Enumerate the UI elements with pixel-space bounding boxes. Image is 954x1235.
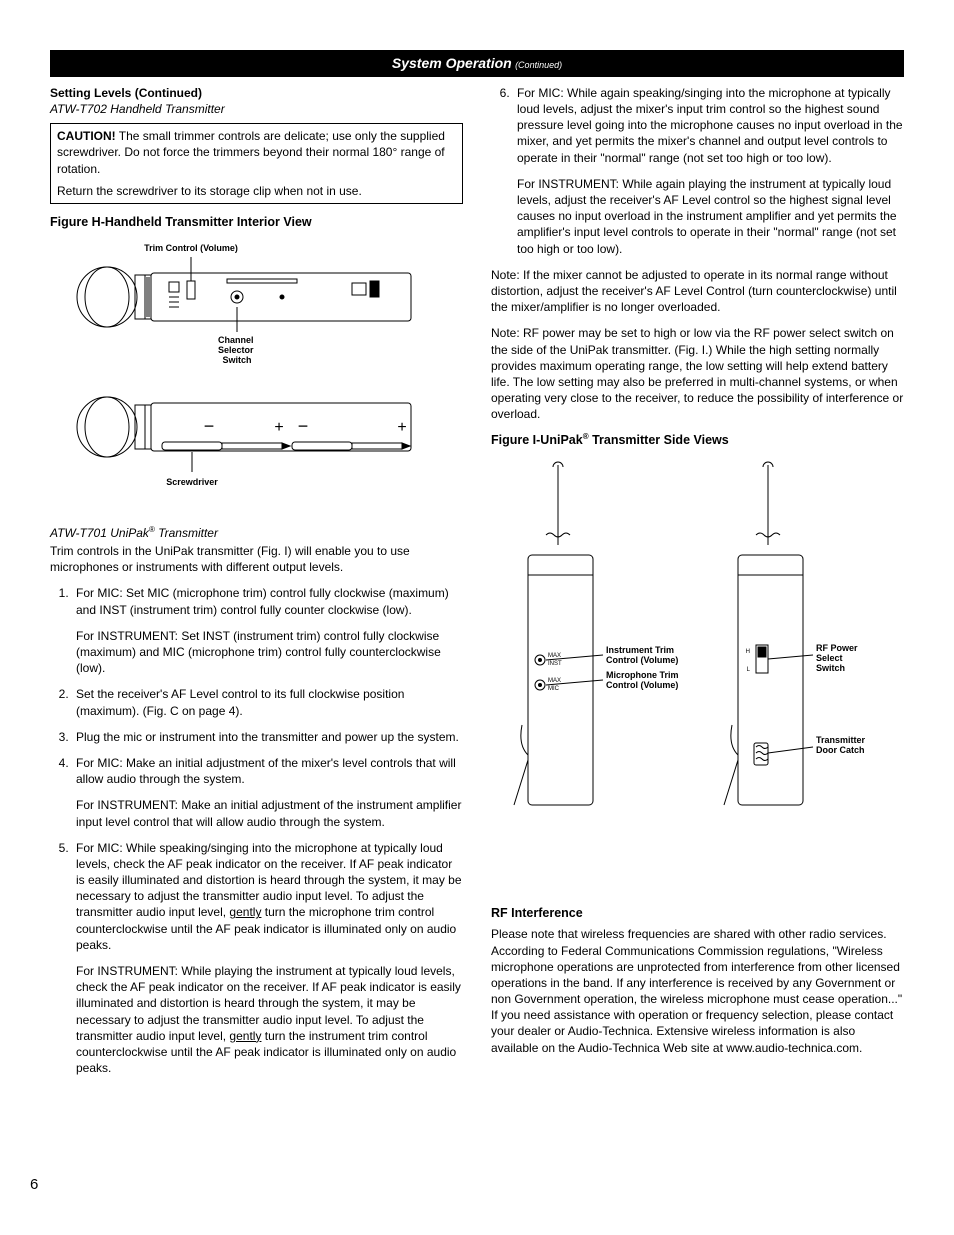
step-text-u: gently xyxy=(229,905,261,919)
note-1: Note: If the mixer cannot be adjusted to… xyxy=(491,267,904,316)
rf-interference-body: Please note that wireless frequencies ar… xyxy=(491,926,904,1056)
svg-text:INST: INST xyxy=(548,661,562,667)
step-3: Plug the mic or instrument into the tran… xyxy=(72,729,463,745)
step-text: For MIC: Make an initial adjustment of t… xyxy=(76,756,456,786)
left-column: Setting Levels (Continued) ATW-T702 Hand… xyxy=(50,85,463,1086)
right-column: For MIC: While again speaking/singing in… xyxy=(491,85,904,1086)
rf-interference-heading: RF Interference xyxy=(491,905,904,922)
svg-text:H: H xyxy=(745,649,749,655)
section-header: System Operation (Continued) xyxy=(50,50,904,77)
unipak-h2-text: Transmitter xyxy=(155,526,218,540)
figure-i: MAX INST MAX MIC Instrument Trim Control… xyxy=(491,455,904,875)
svg-text:−: − xyxy=(297,416,308,436)
svg-text:MAX: MAX xyxy=(548,653,561,659)
caution-box: CAUTION! The small trimmer controls are … xyxy=(50,123,463,204)
step-text: For MIC: Set MIC (microphone trim) contr… xyxy=(76,586,449,616)
step-text: Set the receiver's AF Level control to i… xyxy=(76,687,404,717)
svg-text:MIC: MIC xyxy=(548,686,560,692)
svg-text:L: L xyxy=(746,667,750,673)
step-text-b: For INSTRUMENT: While again playing the … xyxy=(517,176,904,257)
figure-h: Trim Control (Volume) Channel Selector S… xyxy=(50,237,463,507)
step-text: For MIC: While again speaking/singing in… xyxy=(517,86,903,165)
caution-p2: Return the screwdriver to its storage cl… xyxy=(57,183,456,199)
two-column-layout: Setting Levels (Continued) ATW-T702 Hand… xyxy=(50,85,904,1086)
step-text-b: For INSTRUMENT: Set INST (instrument tri… xyxy=(76,628,463,677)
setting-levels-heading: Setting Levels (Continued) ATW-T702 Hand… xyxy=(50,85,463,117)
unipak-h-text: ATW-T701 UniPak xyxy=(50,526,149,540)
subheading-text: ATW-T702 Handheld Transmitter xyxy=(50,102,225,116)
fig-h-screw-label: Screwdriver xyxy=(166,477,218,487)
unipak-heading: ATW-T701 UniPak® Transmitter xyxy=(50,525,463,541)
caution-label: CAUTION! xyxy=(57,129,116,143)
step-6: For MIC: While again speaking/singing in… xyxy=(513,85,904,257)
step-5: For MIC: While speaking/singing into the… xyxy=(72,840,463,1077)
svg-text:+: + xyxy=(274,419,283,436)
step-text: Plug the mic or instrument into the tran… xyxy=(76,730,459,744)
fig-h-channel-label: Channel Selector Switch xyxy=(217,335,255,365)
step-text-b: For INSTRUMENT: Make an initial adjustme… xyxy=(76,797,463,829)
section-title: System Operation xyxy=(392,55,512,71)
svg-text:−: − xyxy=(203,416,214,436)
figI-rf-label: RF Power Select Switch xyxy=(816,643,860,673)
fig-h-trim-label: Trim Control (Volume) xyxy=(144,243,238,253)
step-4: For MIC: Make an initial adjustment of t… xyxy=(72,755,463,830)
figI-title-b: Transmitter Side Views xyxy=(589,434,729,448)
svg-text:MAX: MAX xyxy=(548,678,561,684)
page-number: 6 xyxy=(30,1175,38,1195)
steps-list: For MIC: Set MIC (microphone trim) contr… xyxy=(50,585,463,1076)
section-continued: (Continued) xyxy=(515,60,562,70)
step-1: For MIC: Set MIC (microphone trim) contr… xyxy=(72,585,463,676)
figure-i-title: Figure I-UniPak® Transmitter Side Views xyxy=(491,432,904,449)
step-text-u: gently xyxy=(229,1029,261,1043)
figure-h-svg: Trim Control (Volume) Channel Selector S… xyxy=(67,237,447,507)
figI-inst-label: Instrument Trim Control (Volume) xyxy=(606,645,678,665)
note-2: Note: RF power may be set to high or low… xyxy=(491,325,904,422)
figI-mic-label: Microphone Trim Control (Volume) xyxy=(606,670,681,690)
step-5b: For INSTRUMENT: While playing the instru… xyxy=(76,963,463,1076)
svg-text:+: + xyxy=(397,419,406,436)
unipak-intro: Trim controls in the UniPak transmitter … xyxy=(50,543,463,575)
figI-door-label: Transmitter Door Catch xyxy=(816,735,868,755)
steps-list-cont: For MIC: While again speaking/singing in… xyxy=(491,85,904,257)
heading-text: Setting Levels (Continued) xyxy=(50,86,202,100)
figure-i-svg: MAX INST MAX MIC Instrument Trim Control… xyxy=(498,455,898,875)
step-2: Set the receiver's AF Level control to i… xyxy=(72,686,463,718)
figI-title-a: Figure I-UniPak xyxy=(491,434,583,448)
figure-h-title: Figure H-Handheld Transmitter Interior V… xyxy=(50,214,463,231)
caution-body: The small trimmer controls are delicate;… xyxy=(57,129,445,175)
